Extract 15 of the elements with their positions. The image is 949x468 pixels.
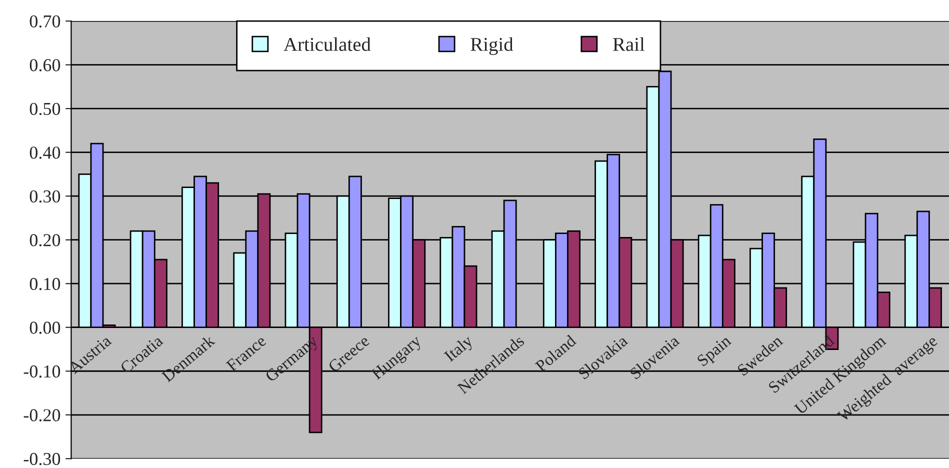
legend-label: Articulated [284, 37, 371, 51]
y-tick-label: 0.20 [30, 234, 60, 246]
y-tick-label: 0.40 [30, 146, 60, 159]
legend-label: Rigid [470, 37, 514, 56]
y-tick-label: -0.30 [24, 452, 60, 466]
y-tick-label: 0.10 [30, 278, 60, 290]
x-tick-label: Spain [696, 334, 734, 370]
y-tick-label: 0.00 [30, 322, 60, 334]
y-tick-label: -0.20 [24, 409, 60, 422]
y-tick-label: 0.60 [30, 59, 60, 72]
y-tick-label: 0.30 [30, 190, 60, 203]
y-tick-label: 0.70 [30, 15, 60, 28]
y-tick-label: -0.10 [24, 365, 60, 378]
y-tick-label: 0.50 [30, 102, 60, 116]
legend-label: Rail [613, 37, 645, 51]
